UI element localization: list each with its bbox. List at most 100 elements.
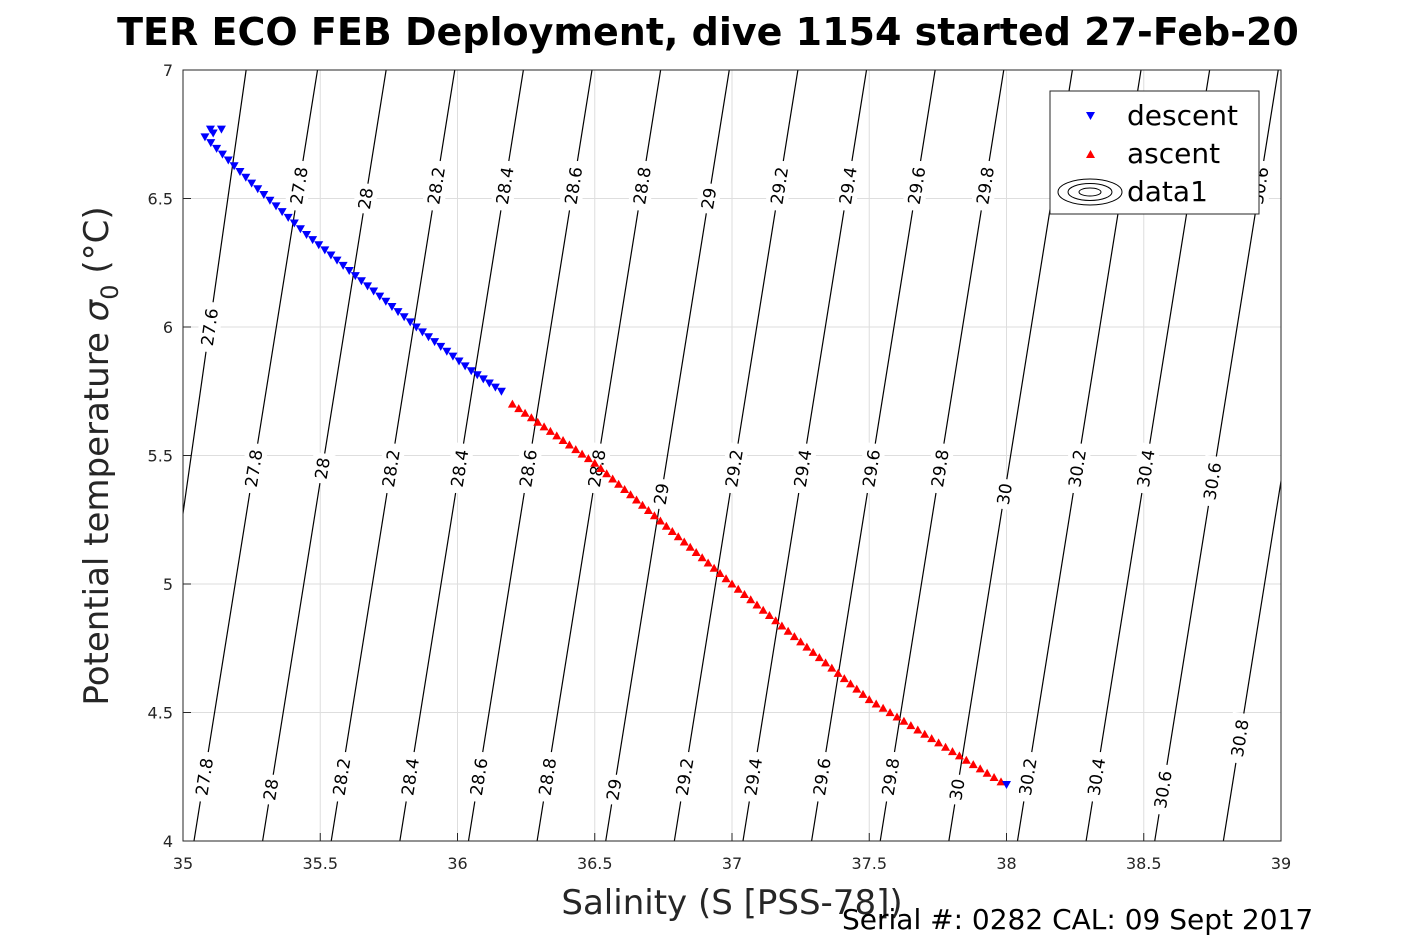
ascent-point (833, 668, 843, 677)
contour-label-bg (444, 441, 475, 495)
x-tick-labels: 35 35.5 36 36.5 37 37.5 38 38.5 39 (173, 854, 1291, 873)
descent-point (332, 256, 342, 265)
ascent-point (709, 563, 719, 572)
descent-point (381, 297, 391, 306)
contour-label-bg (856, 441, 887, 495)
contour-label: 29 (695, 181, 722, 216)
descent-point (241, 173, 251, 182)
contour-label-bg (326, 750, 357, 804)
ascent-point (673, 532, 683, 541)
legend-box (1049, 90, 1260, 215)
descent-point (320, 246, 330, 255)
ascent-point (789, 632, 799, 641)
descent-point (265, 196, 275, 205)
contour-label: 29.2 (719, 441, 749, 495)
plot-frame (182, 69, 1282, 842)
contour-label-bg (1081, 750, 1112, 804)
contour-label-bg (1148, 763, 1178, 817)
descent-point (229, 162, 239, 171)
contour-label-bg (943, 773, 971, 807)
descent-point (283, 213, 293, 222)
contour-label-bg (284, 159, 314, 213)
ascent-point (632, 495, 642, 504)
contour-label-text: 30 (994, 482, 1017, 507)
descent-point (308, 236, 318, 245)
contour-label-bg (513, 441, 544, 495)
contour-label: 28.8 (627, 159, 657, 213)
y-tick-label: 4.5 (148, 704, 173, 723)
ascent-point (941, 742, 951, 751)
contour-label-text: 29 (698, 186, 721, 211)
contour-label: 29.4 (738, 750, 769, 804)
descent-point (436, 342, 446, 351)
contour-label-bg (1225, 711, 1255, 765)
descent-point (356, 277, 366, 286)
chart-title: TER ECO FEB Deployment, dive 1154 starte… (117, 10, 1299, 54)
contour-label-bg (238, 441, 269, 495)
contour-label-bg (925, 441, 955, 495)
descent-point (344, 266, 354, 275)
contour-label-bg (875, 750, 906, 804)
ascent-point (733, 584, 743, 593)
y-tick-label: 7 (163, 61, 173, 80)
legend: descent ascent data1 (1049, 90, 1260, 215)
x-axis-label: Salinity (S [PSS-78]) (561, 883, 902, 923)
descent-point (271, 202, 281, 211)
ascent-point (514, 404, 524, 413)
ascent-point (821, 658, 831, 667)
descent-point (326, 251, 336, 260)
ascent-point (764, 611, 774, 620)
legend-data1-label: data1 (1127, 175, 1208, 208)
x-tick-label: 38.5 (1126, 854, 1162, 873)
y-label-sub: 0 (96, 284, 124, 299)
ascent-point (827, 663, 837, 672)
contour-label-bg (1130, 441, 1161, 495)
ascent-point (892, 712, 902, 721)
descent-point (302, 230, 312, 239)
contour-label-bg (648, 477, 675, 511)
contour-label: 29 (600, 773, 628, 807)
ascent-point (564, 440, 574, 449)
legend-ascent-marker (1086, 150, 1095, 158)
contour-label-text: 29 (651, 482, 674, 507)
descent-point (472, 371, 482, 380)
ascent-point (620, 484, 630, 493)
serial-cal-footer: Serial #: 0282 CAL: 09 Sept 2017 (842, 903, 1313, 936)
x-tick-label: 38 (996, 854, 1016, 873)
contour-label-text: 30 (946, 777, 969, 802)
ascent-point (526, 413, 536, 422)
contour-label-bg (901, 159, 932, 213)
ascent-point (703, 558, 713, 567)
contour-label-bg (833, 159, 863, 213)
x-tick-label: 37.5 (851, 854, 887, 873)
descent-point (208, 129, 218, 138)
ascent-point (655, 516, 665, 525)
descent-point (411, 323, 421, 332)
ascent-point (697, 553, 707, 562)
ascent-point (626, 490, 636, 499)
descent-point (217, 150, 227, 159)
contour-label-bg (558, 159, 589, 213)
descent-point (295, 225, 305, 234)
contour-label-text: 29 (603, 777, 626, 802)
contour-label: 28.6 (513, 441, 544, 495)
contour-label: 28 (309, 451, 336, 485)
descent-point (454, 357, 464, 366)
contour-label: 29.6 (901, 159, 932, 213)
contour-label: 28.8 (532, 750, 563, 804)
descent-point (375, 292, 385, 301)
ascent-point (727, 579, 737, 588)
contour-label-text: 28 (312, 456, 335, 481)
descent-point (478, 375, 488, 384)
ascent-point (649, 511, 659, 520)
descent-point (490, 383, 500, 392)
descent-point (200, 133, 210, 142)
descent-point (289, 219, 299, 228)
descent-point (216, 125, 226, 134)
ascent-point (679, 537, 689, 546)
contour-label-bg (627, 159, 657, 213)
descent-point (399, 313, 409, 322)
ascent-point (685, 542, 695, 551)
descent-point (466, 367, 476, 376)
ascent-point (571, 445, 581, 454)
